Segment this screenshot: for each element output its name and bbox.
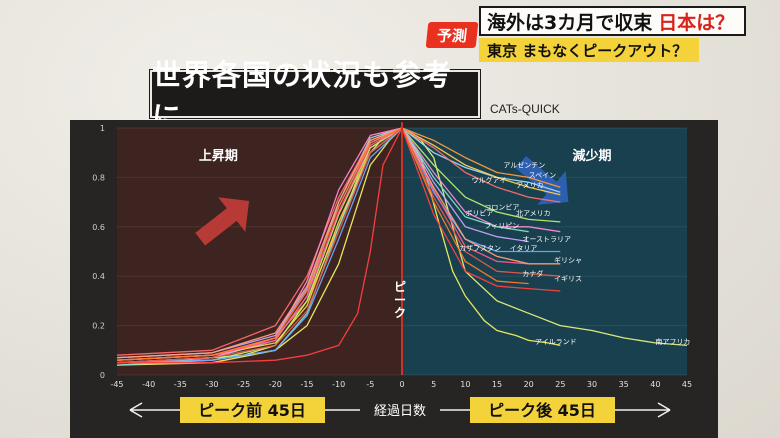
- series-label: カザフスタン: [459, 243, 501, 252]
- x-tick-label: -35: [174, 380, 187, 389]
- series-line-13: [116, 127, 561, 359]
- x-tick-label: 0: [399, 380, 404, 389]
- right-arrowhead-icon: [657, 402, 671, 418]
- y-tick-label: 0: [100, 371, 105, 380]
- x-axis-label: 経過日数: [374, 404, 426, 419]
- peak-label-char: ピ: [394, 280, 406, 294]
- x-tick-label: -5: [366, 380, 374, 389]
- x-tick-label: 30: [587, 380, 597, 389]
- x-tick-label: -25: [237, 380, 250, 389]
- series-label: イタリア: [510, 243, 538, 252]
- y-tick-label: 0.8: [92, 173, 105, 182]
- series-label: アメリカ: [516, 181, 544, 189]
- series-label: ボリビア: [465, 209, 493, 218]
- series-line-14: [116, 127, 561, 364]
- x-tick-label: 40: [650, 380, 660, 389]
- chart-panel: 0 0.2 0.4 0.6 0.8 1 -45 -40 -35 -30 -25 -20 -15 -10 -5…: [70, 120, 718, 438]
- peak-label-char: ク: [394, 306, 406, 320]
- x-tick-label: -15: [300, 380, 313, 389]
- series-label: カナダ: [522, 269, 543, 278]
- subheadline: 東京 まもなくピークアウト？: [479, 38, 700, 62]
- series-label: 北アメリカ: [516, 210, 551, 218]
- x-tick-label: -30: [205, 380, 218, 389]
- before-label: ピーク前 45日: [198, 401, 306, 420]
- series-line-12: [116, 127, 529, 361]
- before-box: [180, 397, 325, 423]
- series-label: フィリピン: [484, 222, 519, 230]
- series-line-15: [116, 127, 529, 361]
- source-label: CATs-QUICK: [490, 102, 560, 116]
- xlabel-bg: [360, 400, 440, 420]
- series-line-11: [116, 127, 561, 364]
- forecast-badge: 予測: [425, 22, 479, 48]
- series-label: ギリシャ: [554, 257, 582, 265]
- series-label: アルゼンチン: [503, 161, 545, 170]
- fall-label: 減少期: [572, 148, 611, 164]
- x-tick-label: 15: [492, 380, 502, 389]
- series-label: アイルランド: [535, 338, 577, 346]
- x-tick-label: 45: [682, 380, 692, 389]
- slide-title: 世界各国の状況も参考に: [150, 58, 480, 134]
- series-label: ウルグアイ: [472, 175, 507, 184]
- x-tick-label: 20: [524, 380, 534, 389]
- series-line-16: [117, 127, 561, 364]
- series-label: 南アフリカ: [655, 337, 690, 346]
- y-tick-label: 0.2: [92, 322, 105, 331]
- news-caption: 予測 海外は3カ月で収束 日本は？ 東京 まもなくピークアウト？: [425, 0, 780, 72]
- headline-question: 日本は？: [658, 11, 735, 34]
- series-label: オーストラリア: [522, 236, 571, 244]
- x-tick-label: 35: [619, 380, 629, 389]
- series-label: イギリス: [554, 275, 582, 283]
- y-tick-label: 1: [100, 124, 105, 133]
- series-label: コロンビア: [484, 203, 519, 212]
- rise-label: 上昇期: [199, 149, 238, 164]
- x-tick-label: -10: [332, 380, 345, 389]
- headline: 海外は3カ月で収束 日本は？: [479, 6, 747, 36]
- x-tick-label: -40: [142, 380, 155, 389]
- x-tick-label: -45: [110, 380, 123, 389]
- x-tick-label: -20: [269, 380, 282, 389]
- x-tick-label: 25: [555, 380, 565, 389]
- y-tick-label: 0.6: [92, 223, 105, 232]
- fall-arrow-icon: [515, 156, 569, 205]
- rise-arrow-icon: [195, 197, 250, 246]
- x-tick-label: 5: [431, 380, 436, 389]
- x-tick-label: 10: [460, 380, 470, 389]
- peak-label-char: ー: [394, 293, 406, 307]
- after-label: ピーク後 45日: [488, 401, 596, 420]
- after-box: [470, 397, 615, 423]
- headline-main: 海外は3カ月で収束: [487, 11, 653, 34]
- peak-comparison-chart: 0 0.2 0.4 0.6 0.8 1 -45 -40 -35 -30 -25 -20 -15 -10 -5…: [92, 122, 692, 423]
- y-tick-label: 0.4: [92, 272, 105, 281]
- series-line-2: [116, 127, 561, 366]
- series-label: スペイン: [529, 171, 557, 179]
- left-arrowhead-icon: [129, 402, 143, 418]
